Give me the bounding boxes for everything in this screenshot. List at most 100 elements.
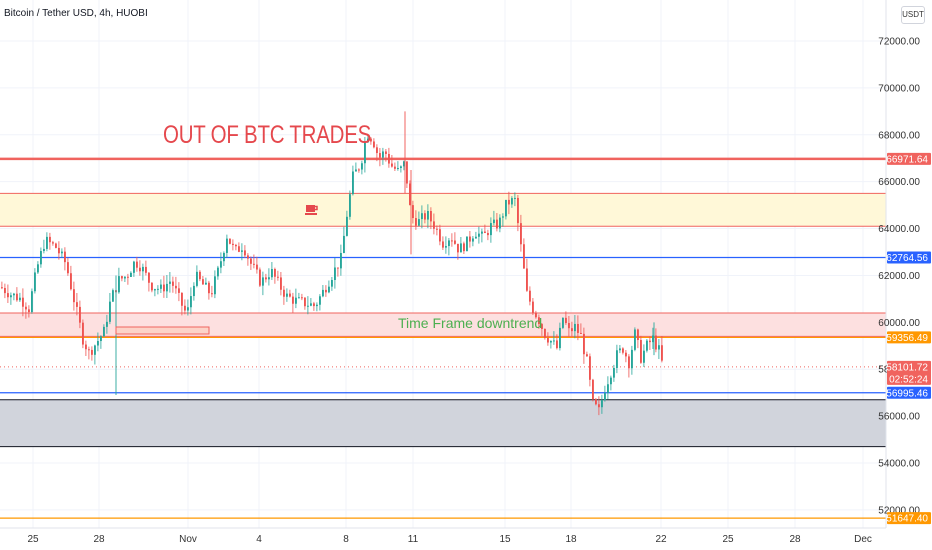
candle (388, 147, 390, 168)
candle (145, 260, 147, 276)
candle (262, 271, 264, 296)
candle (436, 225, 438, 236)
candle (103, 324, 105, 337)
x-tick-label: 4 (256, 534, 262, 545)
candle (64, 247, 66, 271)
candle (124, 276, 126, 282)
candle (85, 340, 87, 357)
x-tick-label: 15 (499, 534, 511, 545)
candle (28, 305, 30, 318)
candle (352, 165, 354, 196)
candle (412, 200, 414, 224)
candle (214, 270, 216, 299)
candle (295, 288, 297, 309)
candle (289, 289, 291, 298)
candle (373, 138, 375, 149)
candle (97, 332, 99, 352)
candle (232, 239, 234, 251)
candle (319, 294, 321, 311)
candle (61, 248, 63, 258)
candle (334, 258, 336, 289)
candle (442, 236, 444, 250)
x-tick-label: Dec (854, 534, 872, 545)
candle (130, 271, 132, 277)
candle (343, 226, 345, 254)
price-tag (887, 331, 931, 344)
price-tag-value: 66971.64 (886, 154, 928, 165)
y-tick-label: 64000.00 (878, 224, 920, 235)
candle (631, 345, 633, 375)
candle (472, 235, 474, 247)
price-tag (887, 512, 931, 525)
candle (226, 234, 228, 258)
candle (250, 256, 252, 271)
y-tick-label: 68000.00 (878, 130, 920, 141)
candle (463, 241, 465, 255)
candle (577, 315, 579, 341)
x-tick-label: 28 (93, 534, 105, 545)
candle (520, 214, 522, 252)
candle (142, 263, 144, 281)
candle (385, 148, 387, 162)
candle (46, 232, 48, 252)
candle (514, 192, 516, 207)
candle (280, 271, 282, 296)
candle (268, 268, 270, 286)
coffee-cup-icon (305, 202, 319, 216)
candle (409, 180, 411, 206)
candle (340, 244, 342, 276)
candle (40, 247, 42, 268)
candle (541, 323, 543, 336)
candle (451, 233, 453, 247)
candle (550, 340, 552, 349)
candle (106, 314, 108, 334)
candle (286, 288, 288, 302)
candle (304, 297, 306, 310)
price-zones (0, 192, 886, 448)
candle (223, 251, 225, 266)
candle (193, 282, 195, 301)
candle (292, 292, 294, 313)
candle (331, 276, 333, 291)
candle (184, 299, 186, 315)
candle (634, 327, 636, 352)
candle (394, 162, 396, 172)
candle (205, 277, 207, 285)
candle (298, 292, 300, 299)
candle (166, 274, 168, 299)
candle (256, 256, 258, 274)
candle (598, 396, 600, 416)
zone-pink (0, 312, 886, 337)
candle (31, 288, 33, 314)
candle (274, 267, 276, 284)
annotation-out-of-btc: OUT OF BTC TRADES (163, 121, 372, 149)
price-tag-value: 59356.49 (886, 333, 928, 344)
candle (238, 242, 240, 253)
candle (79, 300, 81, 329)
candle (346, 210, 348, 237)
candle (34, 268, 36, 294)
candle (469, 230, 471, 248)
currency-button[interactable]: USDT (901, 6, 925, 24)
candle (265, 273, 267, 283)
candle (349, 190, 351, 220)
candle (4, 283, 6, 299)
candle (202, 276, 204, 285)
candle (19, 292, 21, 302)
x-tick-label: 11 (408, 534, 419, 545)
candle (565, 311, 567, 325)
chart-grid (0, 0, 886, 528)
candle (415, 210, 417, 230)
candle (643, 344, 645, 367)
candle (553, 331, 555, 345)
price-tag (887, 152, 931, 165)
horizontal-levels (0, 157, 886, 519)
candle (592, 378, 594, 402)
candle (568, 315, 570, 337)
candle (658, 338, 660, 360)
candle (175, 276, 177, 294)
candle (460, 236, 462, 253)
candle (379, 147, 381, 167)
candle (358, 168, 360, 173)
